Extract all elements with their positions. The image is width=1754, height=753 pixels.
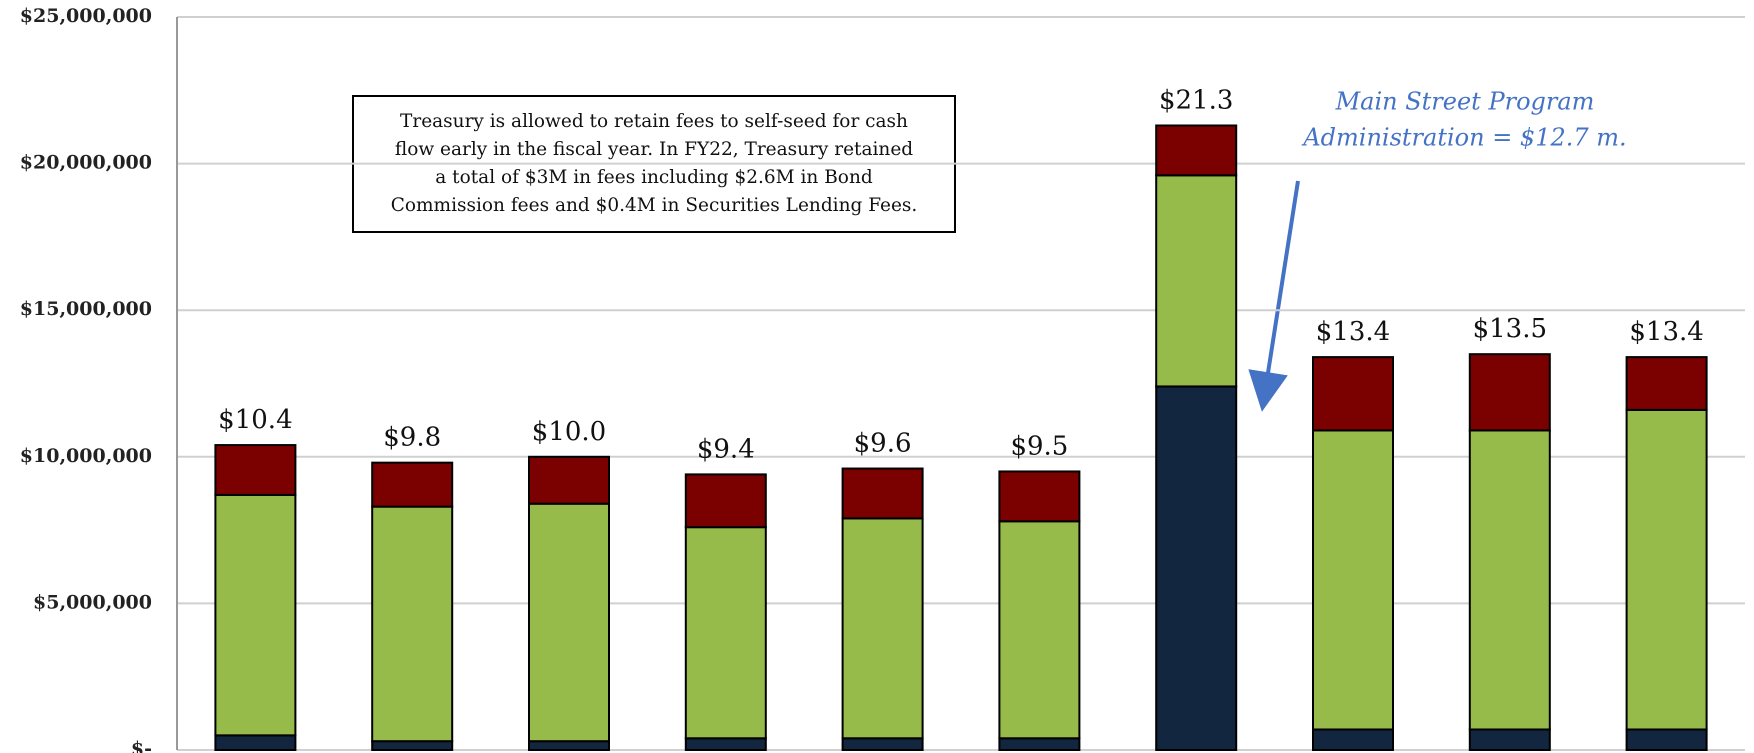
bar-segment: [1625, 356, 1708, 411]
callout-text: Main Street Program: [1335, 88, 1595, 116]
bar-segment: [684, 526, 767, 740]
bar-segment: [1155, 174, 1238, 388]
total-label: $21.3: [1159, 85, 1233, 115]
bar-segment: [1625, 408, 1708, 731]
bar-segment: [1155, 124, 1238, 177]
callout-text: Administration = $12.7 m.: [1301, 124, 1626, 152]
bar-segment: [1468, 353, 1551, 432]
total-label: $13.4: [1316, 317, 1390, 347]
arrow: [1248, 180, 1300, 412]
bar-segment: [1312, 728, 1394, 752]
bar-segment: [841, 467, 924, 520]
bar-segment: [998, 737, 1081, 751]
total-label: $9.4: [697, 434, 755, 464]
y-tick-label: $25,000,000: [20, 5, 152, 27]
bar-segment: [1625, 728, 1708, 752]
total-label: $13.4: [1629, 317, 1703, 347]
bar-segment: [841, 517, 924, 740]
annotation-text: Commission fees and $0.4M in Securities …: [391, 195, 918, 216]
bar-segment: [1155, 385, 1238, 751]
y-tick-label: $5,000,000: [33, 591, 152, 613]
annotation-text: Treasury is allowed to retain fees to se…: [400, 111, 908, 132]
bar-segment: [214, 734, 297, 752]
bar-segment: [528, 740, 610, 751]
bar-segment: [214, 493, 297, 737]
bar-segment: [1312, 429, 1394, 731]
bar-segment: [684, 473, 767, 529]
total-label: $10.0: [532, 417, 606, 447]
total-label: $10.4: [218, 405, 292, 435]
bar-segment: [1468, 429, 1551, 731]
bar-segment: [1468, 728, 1551, 752]
annotation-text: a total of $3M in fees including $2.6M i…: [435, 167, 873, 188]
annotation-text: flow early in the fiscal year. In FY22, …: [395, 139, 913, 160]
bar-segment: [371, 740, 454, 751]
total-label: $13.5: [1473, 314, 1547, 344]
bar-segment: [371, 505, 454, 743]
y-tick-label: $15,000,000: [20, 298, 152, 320]
total-label: $9.6: [854, 429, 912, 459]
y-tick-label: $-: [131, 738, 152, 753]
total-label: $9.5: [1010, 431, 1068, 461]
bar-segment: [684, 737, 767, 751]
bar-segment: [214, 444, 297, 496]
total-label: $9.8: [383, 423, 441, 453]
bar-segment: [998, 470, 1081, 523]
bar-segment: [371, 461, 454, 508]
bar-segment: [998, 520, 1081, 740]
y-tick-label: $20,000,000: [20, 152, 152, 174]
y-tick-label: $10,000,000: [20, 445, 152, 467]
bar-segment: [841, 737, 924, 751]
bar-segment: [1312, 356, 1394, 432]
bar-segment: [528, 502, 610, 743]
bar-segment: [528, 455, 610, 505]
